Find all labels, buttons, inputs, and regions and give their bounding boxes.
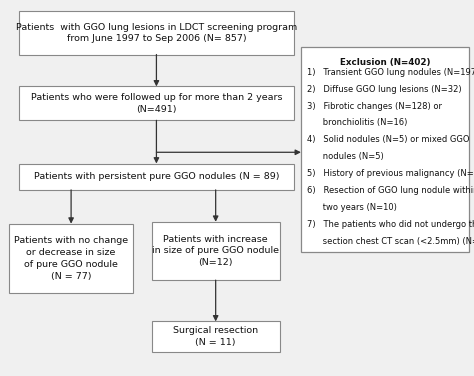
Text: 4)   Solid nodules (N=5) or mixed GGO: 4) Solid nodules (N=5) or mixed GGO <box>307 135 469 144</box>
Text: 5)   History of previous malignancy (N=6): 5) History of previous malignancy (N=6) <box>307 169 474 178</box>
Text: 3)   Fibrotic changes (N=128) or: 3) Fibrotic changes (N=128) or <box>307 102 442 111</box>
Text: bronchiolitis (N=16): bronchiolitis (N=16) <box>307 118 407 127</box>
FancyBboxPatch shape <box>152 222 280 280</box>
FancyBboxPatch shape <box>301 47 469 252</box>
Text: Surgical resection
(N = 11): Surgical resection (N = 11) <box>173 326 258 347</box>
Text: Patients with persistent pure GGO nodules (N = 89): Patients with persistent pure GGO nodule… <box>34 172 279 181</box>
Text: 2)   Diffuse GGO lung lesions (N=32): 2) Diffuse GGO lung lesions (N=32) <box>307 85 461 94</box>
Text: Exclusion (N=402): Exclusion (N=402) <box>340 58 430 67</box>
Text: Patients who were followed up for more than 2 years
(N=491): Patients who were followed up for more t… <box>31 93 282 114</box>
Text: 7)   The patients who did not undergo thin: 7) The patients who did not undergo thin <box>307 220 474 229</box>
Text: Patients with increase
in size of pure GGO nodule
(N=12): Patients with increase in size of pure G… <box>152 235 279 267</box>
Text: Patients  with GGO lung lesions in LDCT screening program
from June 1997 to Sep : Patients with GGO lung lesions in LDCT s… <box>16 23 297 43</box>
Text: Patients with no change
or decrease in size
of pure GGO nodule
(N = 77): Patients with no change or decrease in s… <box>14 236 128 281</box>
Text: 6)   Resection of GGO lung nodule within: 6) Resection of GGO lung nodule within <box>307 186 474 195</box>
FancyBboxPatch shape <box>152 321 280 352</box>
Text: two years (N=10): two years (N=10) <box>307 203 397 212</box>
FancyBboxPatch shape <box>9 224 133 293</box>
Text: section chest CT scan (<2.5mm) (N=3): section chest CT scan (<2.5mm) (N=3) <box>307 237 474 246</box>
FancyBboxPatch shape <box>19 86 294 120</box>
Text: nodules (N=5): nodules (N=5) <box>307 152 383 161</box>
FancyBboxPatch shape <box>19 11 294 55</box>
Text: 1)   Transient GGO lung nodules (N=197): 1) Transient GGO lung nodules (N=197) <box>307 68 474 77</box>
FancyBboxPatch shape <box>19 164 294 190</box>
